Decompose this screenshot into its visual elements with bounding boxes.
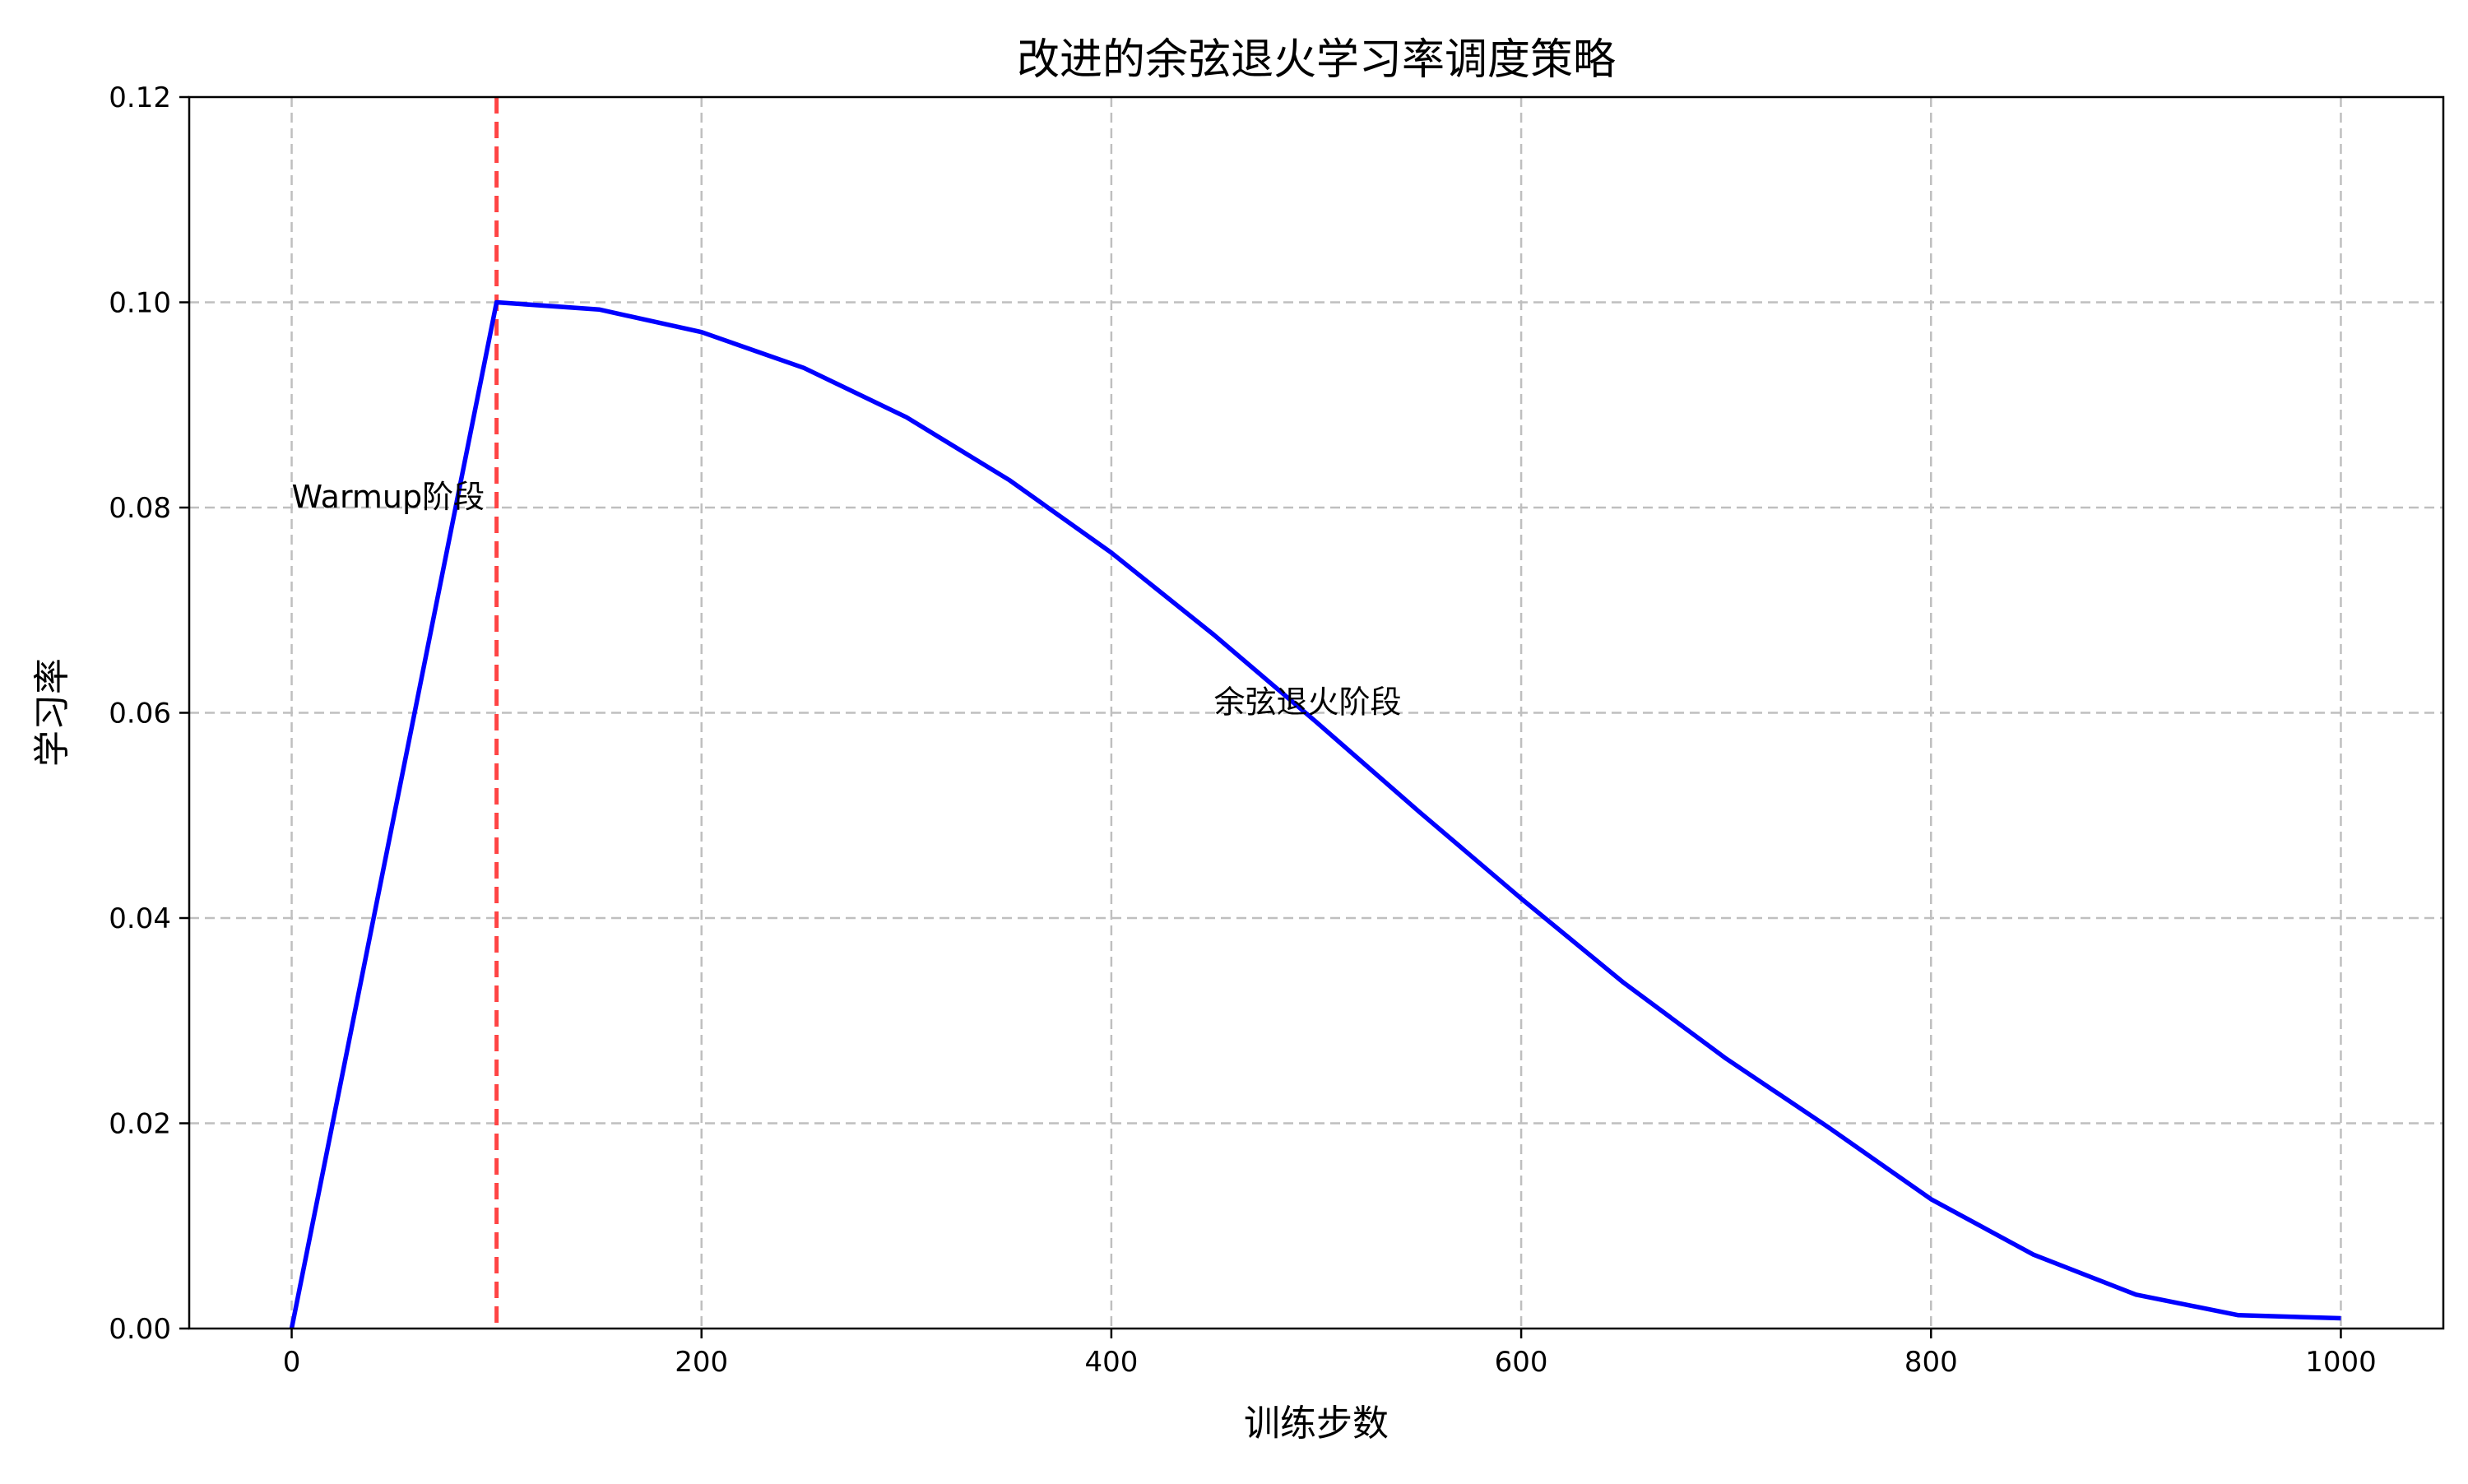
x-tick-label: 0: [283, 1346, 301, 1379]
annotation-label: 余弦退火阶段: [1213, 684, 1401, 721]
grid: [189, 97, 2443, 1329]
chart-title: 改进的余弦退火学习率调度策略: [1017, 35, 1616, 85]
x-tick-label: 400: [1084, 1346, 1138, 1379]
x-axis-ticks: 0 200 400 600 800 1000: [283, 1329, 2377, 1379]
y-tick-label: 0.10: [109, 287, 171, 320]
learning-rate-line: [289, 299, 2341, 1329]
y-tick-label: 0.12: [109, 81, 171, 114]
x-axis-title: 训练步数: [1244, 1403, 1389, 1445]
x-tick-label: 1000: [2305, 1346, 2377, 1379]
annotation-label: Warmup阶段: [292, 479, 485, 515]
series-lines: [289, 299, 2341, 1329]
y-axis-ticks: 0.00 0.02 0.04 0.06 0.08 0.10 0.12: [109, 81, 189, 1346]
y-tick-label: 0.00: [109, 1313, 171, 1346]
x-tick-label: 800: [1904, 1346, 1958, 1379]
y-axis-title: 学习率: [31, 658, 73, 767]
y-tick-label: 0.04: [109, 902, 171, 935]
y-tick-label: 0.08: [109, 492, 171, 525]
y-tick-label: 0.02: [109, 1108, 171, 1141]
x-tick-label: 200: [675, 1346, 728, 1379]
x-tick-label: 600: [1495, 1346, 1548, 1379]
y-tick-label: 0.06: [109, 698, 171, 730]
